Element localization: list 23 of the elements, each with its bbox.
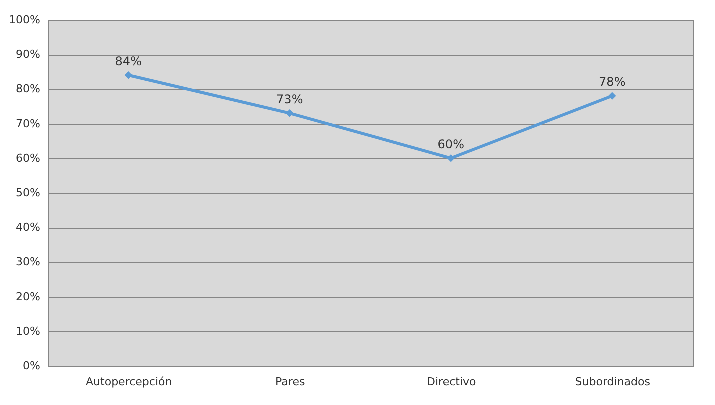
x-tick-label: Pares [276, 376, 306, 388]
point [608, 92, 616, 100]
data-label: 60% [438, 137, 464, 152]
y-tick-label: 0% [23, 360, 40, 372]
point [124, 71, 132, 80]
y-tick-label: 50% [16, 186, 40, 200]
y-tick-label: 10% [16, 324, 40, 338]
x-tick-label: Autopercepción [86, 376, 172, 388]
x-tick-label: Subordinados [575, 376, 651, 388]
y-tick-label: 30% [16, 256, 40, 269]
y-tick-label: 20% [16, 290, 40, 304]
data-label: 78% [599, 75, 626, 90]
y-tick-label: 70% [16, 117, 40, 130]
point [286, 110, 294, 118]
data-label: 84% [115, 54, 142, 68]
y-tick-label: 60% [16, 152, 40, 165]
y-tick-label: 90% [16, 48, 40, 62]
x-tick-label: Directivo [427, 376, 477, 388]
y-tick-label: 100% [9, 14, 40, 26]
y-tick-label: 80% [16, 82, 40, 96]
data-label: 73% [276, 92, 304, 106]
point [447, 154, 455, 162]
y-tick-label: 40% [16, 221, 40, 234]
